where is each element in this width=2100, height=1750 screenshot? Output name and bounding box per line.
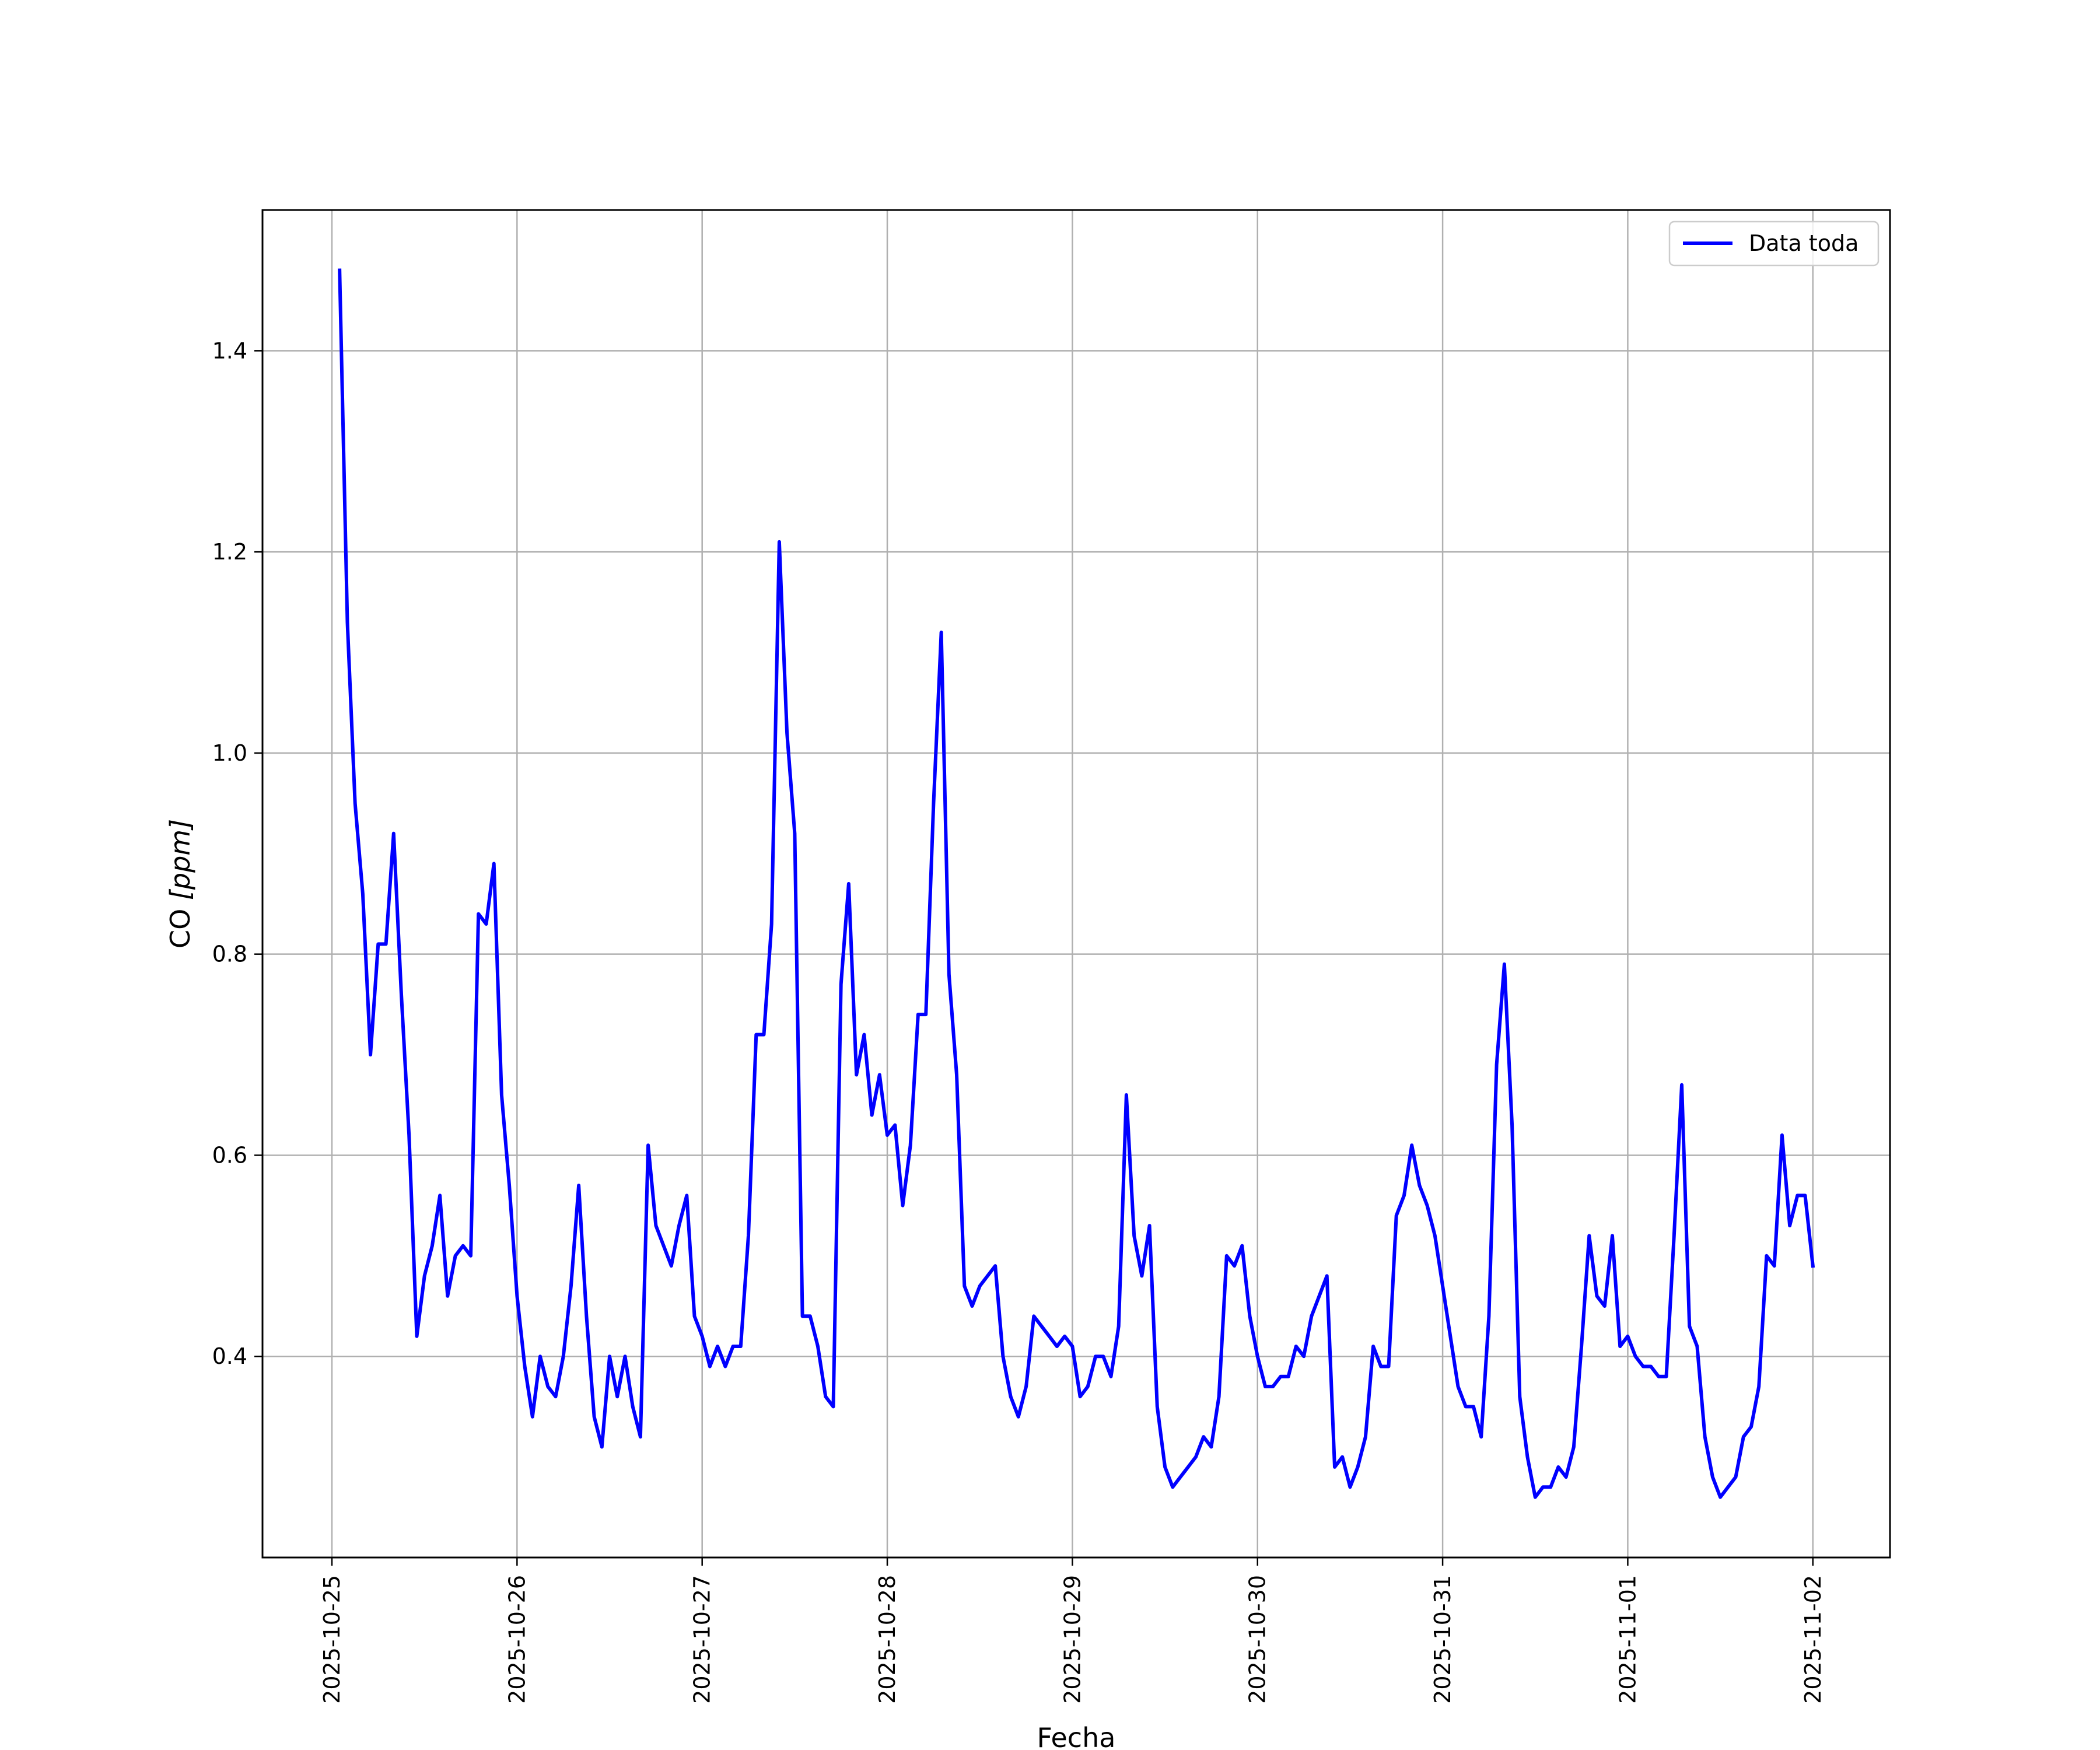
y-axis: 0.4 0.6 0.8 1.0 1.2 1.4 <box>212 338 262 1369</box>
gridlines <box>262 210 1890 1558</box>
x-tick-label-2025-10-29: 2025-10-29 <box>1059 1575 1085 1704</box>
x-tick-label-2025-10-30: 2025-10-30 <box>1245 1575 1270 1704</box>
x-tick-label-2025-10-26: 2025-10-26 <box>504 1575 530 1704</box>
x-tick-label-2025-11-02: 2025-11-02 <box>1800 1575 1826 1704</box>
x-tick-label-2025-10-27: 2025-10-27 <box>690 1575 715 1704</box>
y-tick-label-0.4: 0.4 <box>212 1343 247 1369</box>
y-tick-label-1.4: 1.4 <box>212 338 247 363</box>
legend: Data toda <box>1668 220 1880 267</box>
plot-area-background <box>262 210 1890 1558</box>
y-tick-label-1.0: 1.0 <box>212 740 247 766</box>
y-axis-label: CO [ppm] <box>164 819 196 949</box>
y-tick-label-0.8: 0.8 <box>212 942 247 967</box>
x-axis: 2025-10-25 2025-10-26 2025-10-27 2025-10-28… <box>319 1558 1826 1704</box>
y-axis-label-prefix: CO <box>164 900 196 949</box>
y-tick-label-0.6: 0.6 <box>212 1142 247 1168</box>
x-tick-label-2025-10-25: 2025-10-25 <box>319 1575 345 1704</box>
legend-label-data-toda: Data toda <box>1749 230 1859 256</box>
x-tick-label-2025-11-01: 2025-11-01 <box>1615 1575 1640 1704</box>
x-tick-label-2025-10-28: 2025-10-28 <box>874 1575 900 1704</box>
x-axis-label: Fecha <box>1037 1722 1116 1750</box>
series-layer <box>338 268 1815 1499</box>
legend-frame <box>1668 220 1880 267</box>
y-axis-label-unit: [ppm] <box>164 819 196 900</box>
series-line-0 <box>338 268 1815 1499</box>
plot-area-frame <box>261 209 1891 1559</box>
y-tick-label-1.2: 1.2 <box>212 539 247 565</box>
x-tick-label-2025-10-31: 2025-10-31 <box>1430 1575 1455 1704</box>
